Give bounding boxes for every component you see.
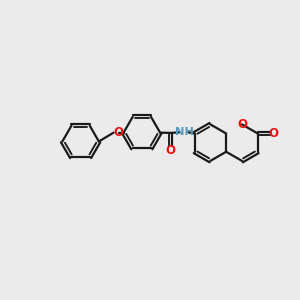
Text: O: O: [114, 126, 124, 139]
Text: O: O: [237, 118, 247, 131]
Text: NH: NH: [175, 127, 194, 137]
Text: O: O: [166, 143, 176, 157]
Text: O: O: [269, 127, 279, 140]
